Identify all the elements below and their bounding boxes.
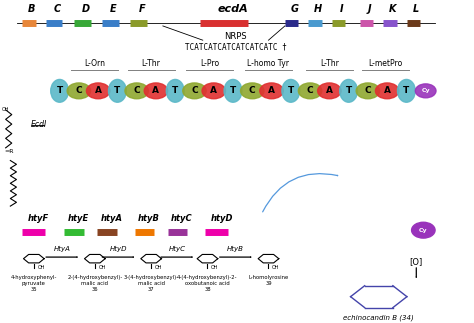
Text: Cy: Cy <box>421 89 430 93</box>
Text: HtyD: HtyD <box>109 246 127 252</box>
Text: E: E <box>110 4 117 14</box>
Text: htyF: htyF <box>28 214 49 223</box>
Text: htyE: htyE <box>68 214 89 223</box>
Circle shape <box>298 83 322 99</box>
Circle shape <box>183 83 206 99</box>
Text: OH: OH <box>99 265 106 270</box>
Text: L: L <box>413 4 419 14</box>
Text: C: C <box>133 86 140 95</box>
Text: L-Pro: L-Pro <box>200 59 219 68</box>
Text: 4-(4-hydroxybenzyl)-2-
oxobutanoic acid
38: 4-(4-hydroxybenzyl)-2- oxobutanoic acid … <box>177 275 237 292</box>
Text: A: A <box>153 86 159 95</box>
Text: L-Orn: L-Orn <box>84 59 105 68</box>
Circle shape <box>86 83 110 99</box>
Text: A: A <box>326 86 333 95</box>
Text: J: J <box>367 4 371 14</box>
Text: I: I <box>339 4 343 14</box>
Circle shape <box>67 83 91 99</box>
Text: B: B <box>28 4 35 14</box>
Text: A: A <box>210 86 217 95</box>
Text: T: T <box>172 86 178 95</box>
Text: A: A <box>268 86 275 95</box>
Ellipse shape <box>282 79 300 102</box>
Text: T: T <box>288 86 294 95</box>
Text: htyA: htyA <box>100 214 122 223</box>
Text: HtyC: HtyC <box>168 246 185 252</box>
Text: 3-(4-hydroxybenzyl)-
malic acid
37: 3-(4-hydroxybenzyl)- malic acid 37 <box>124 275 179 292</box>
Ellipse shape <box>51 79 69 102</box>
Text: C: C <box>54 4 61 14</box>
Text: L-metPro: L-metPro <box>369 59 403 68</box>
Text: OH: OH <box>272 265 280 270</box>
Text: 4-hydroxyphenyl-
pyruvate
35: 4-hydroxyphenyl- pyruvate 35 <box>10 275 57 292</box>
Text: C: C <box>365 86 371 95</box>
Text: G: G <box>290 4 298 14</box>
Text: T: T <box>230 86 236 95</box>
Text: TCATCATCATCATCATCATC †: TCATCATCATCATCATCATC † <box>185 42 286 51</box>
Text: C: C <box>307 86 313 95</box>
Text: T: T <box>56 86 63 95</box>
Text: =R: =R <box>4 149 14 154</box>
Text: L-Thr: L-Thr <box>142 59 161 68</box>
Circle shape <box>356 83 380 99</box>
Text: D: D <box>82 4 90 14</box>
Text: OH: OH <box>37 265 45 270</box>
Text: ecdA: ecdA <box>218 4 249 14</box>
Ellipse shape <box>166 79 184 102</box>
Text: htyD: htyD <box>210 214 233 223</box>
Text: 2-(4-hydroxybenzyl)-
malic acid
36: 2-(4-hydroxybenzyl)- malic acid 36 <box>67 275 122 292</box>
Text: A: A <box>95 86 101 95</box>
Text: NRPS: NRPS <box>224 32 247 41</box>
Text: C: C <box>75 86 82 95</box>
Text: [O]: [O] <box>410 257 423 266</box>
Text: H: H <box>314 4 322 14</box>
Text: HtyA: HtyA <box>54 246 71 252</box>
Ellipse shape <box>340 79 357 102</box>
Text: EcdI: EcdI <box>30 120 47 129</box>
Circle shape <box>411 222 435 238</box>
Circle shape <box>318 83 341 99</box>
Circle shape <box>260 83 283 99</box>
Ellipse shape <box>224 79 242 102</box>
Text: OH: OH <box>2 108 9 112</box>
Text: T: T <box>346 86 352 95</box>
Text: L-homo Tyr: L-homo Tyr <box>247 59 290 68</box>
Text: F: F <box>138 4 145 14</box>
Text: L-homolyrosine
39: L-homolyrosine 39 <box>248 275 289 286</box>
Text: htyC: htyC <box>171 214 192 223</box>
Text: T: T <box>114 86 120 95</box>
Text: A: A <box>383 86 391 95</box>
Circle shape <box>240 83 264 99</box>
Circle shape <box>144 83 168 99</box>
Text: echinocandin B (34): echinocandin B (34) <box>343 314 414 321</box>
Text: L-Thr: L-Thr <box>320 59 339 68</box>
Text: K: K <box>389 4 397 14</box>
Text: htyB: htyB <box>138 214 160 223</box>
Circle shape <box>415 84 436 98</box>
Ellipse shape <box>109 79 127 102</box>
Ellipse shape <box>398 79 415 102</box>
Text: OH: OH <box>155 265 163 270</box>
Circle shape <box>375 83 399 99</box>
Text: OH: OH <box>211 265 219 270</box>
Text: Cy: Cy <box>419 228 428 233</box>
Text: HtyB: HtyB <box>227 246 244 252</box>
Text: C: C <box>249 86 255 95</box>
Circle shape <box>125 83 148 99</box>
Circle shape <box>202 83 226 99</box>
Text: T: T <box>403 86 410 95</box>
Text: C: C <box>191 86 198 95</box>
